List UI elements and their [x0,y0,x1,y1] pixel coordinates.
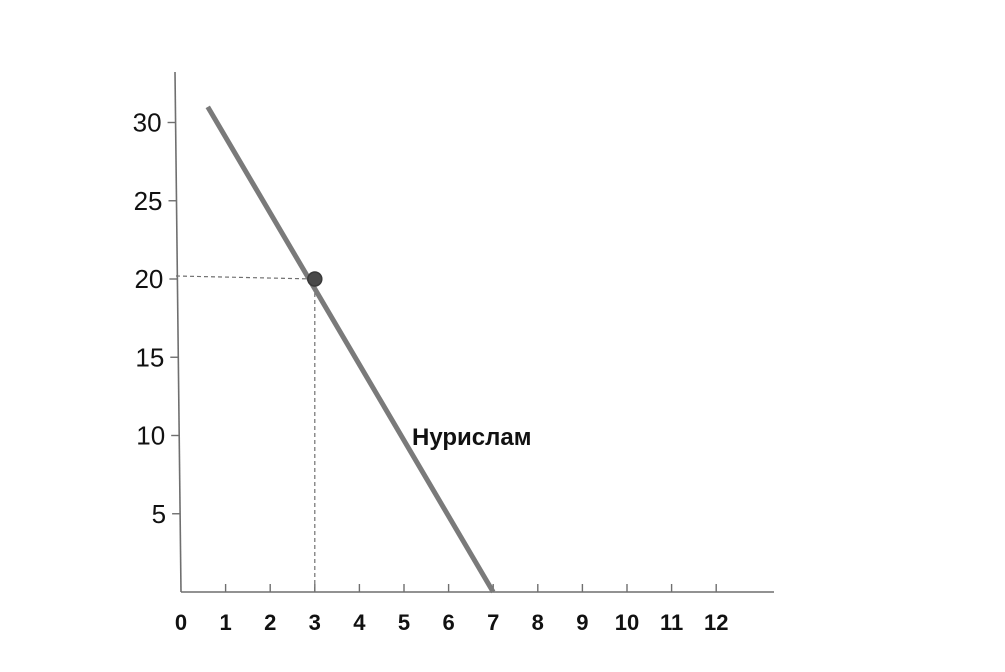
series-label: Нурислам [412,424,531,451]
x-tick-label: 11 [660,610,683,635]
axes [167,71,774,593]
x-tick-label: 12 [704,610,728,635]
y-tick-label: 25 [134,186,163,216]
x-tick-label: 1 [219,610,231,635]
data-point [307,271,323,287]
x-tick-label: 2 [264,610,276,635]
x-tick-label: 9 [576,610,588,635]
y-tick-label: 20 [134,264,163,294]
x-tick-label: 7 [487,610,499,635]
series-layer [205,105,496,594]
guide-lines [175,275,316,592]
y-tick-label: 30 [133,108,162,138]
series-line [205,105,496,594]
horizontal-guide-line [175,275,315,280]
x-tick-label: 0 [175,610,187,635]
x-tick-label: 6 [442,610,454,635]
x-tick-label: 4 [353,610,366,635]
x-tick-label: 5 [398,610,410,635]
x-tick-label: 3 [309,610,321,635]
x-tick-label: 8 [532,610,544,635]
x-tick-label: 10 [615,610,639,635]
y-tick-label: 5 [152,499,166,529]
y-tick-label: 15 [135,342,164,372]
y-tick-label: 10 [136,421,165,451]
y-axis [174,71,182,593]
